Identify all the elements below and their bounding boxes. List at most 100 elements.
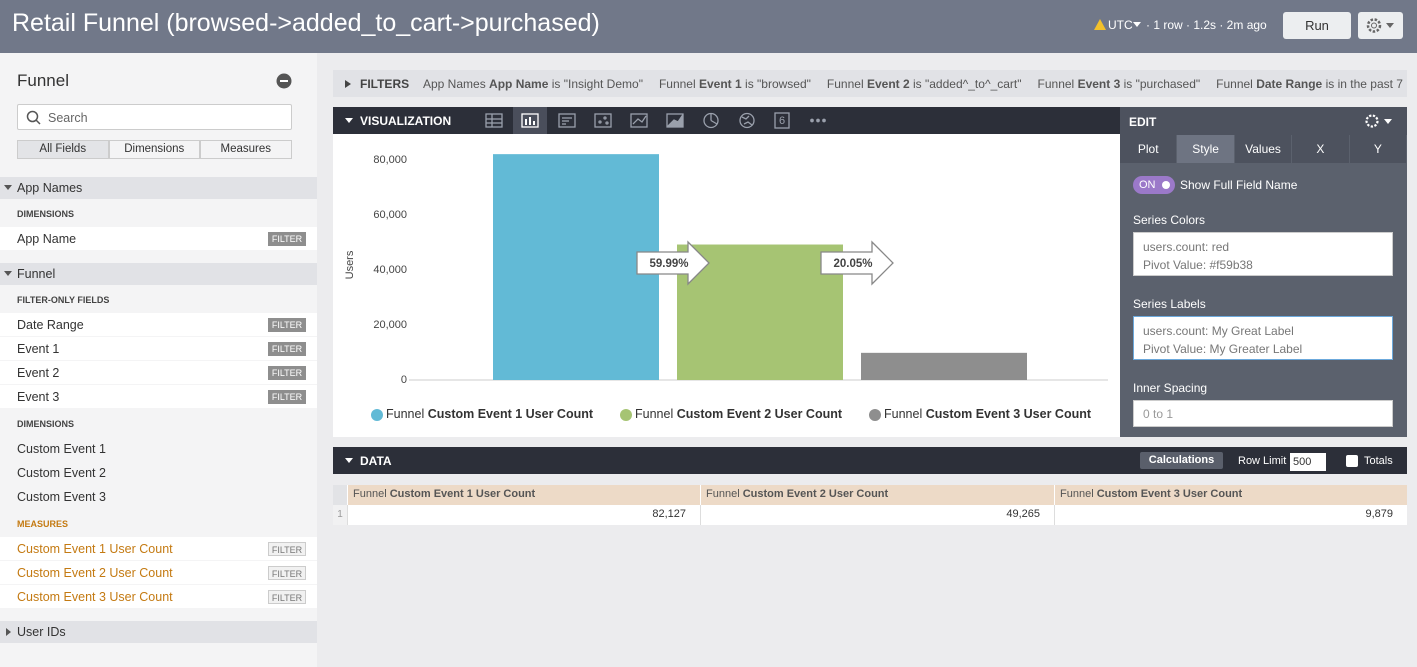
filter-item[interactable]: Funnel Date Range is in the past 7 <box>1216 77 1403 91</box>
filter-field: Event 1 <box>699 77 742 91</box>
edit-tab[interactable]: Y <box>1350 135 1408 163</box>
legend-view: Funnel <box>635 407 673 421</box>
filter-item[interactable]: Funnel Event 1 is "browsed" <box>659 77 811 91</box>
edit-header <box>1120 107 1407 135</box>
y-tick-label: 0 <box>401 374 407 386</box>
column-header[interactable]: Funnel Custom Event 3 User Count <box>1054 485 1407 505</box>
series-labels-input[interactable]: users.count: My Great Label Pivot Value: … <box>1133 316 1393 360</box>
warning-icon <box>1094 19 1106 30</box>
column-name: Custom Event 1 User Count <box>389 488 536 500</box>
filter-button[interactable]: FILTER <box>268 366 306 380</box>
column-view: Funnel <box>353 488 387 500</box>
column-header[interactable]: Funnel Custom Event 1 User Count <box>347 485 700 505</box>
expand-icon[interactable] <box>345 80 351 88</box>
section-heading: MEASURES <box>17 519 69 529</box>
field-row[interactable]: Custom Event 3 User Count FILTER <box>0 585 317 608</box>
filter-button[interactable]: FILTER <box>268 566 306 580</box>
settings-button[interactable] <box>1358 12 1403 39</box>
calculations-button[interactable]: Calculations <box>1140 452 1223 469</box>
edit-tab[interactable]: X <box>1292 135 1350 163</box>
legend-marker <box>620 409 632 421</box>
filter-item[interactable]: Funnel Event 2 is "added^_to^_cart" <box>827 77 1022 91</box>
title: Retail Funnel (browsed->added_to_cart->p… <box>12 9 600 37</box>
filter-item[interactable]: Funnel Event 3 is "purchased" <box>1038 77 1201 91</box>
run-button[interactable]: Run <box>1283 12 1351 39</box>
filter-button[interactable]: FILTER <box>268 390 306 404</box>
field-row[interactable]: Custom Event 1 User Count FILTER <box>0 537 317 560</box>
filter-button[interactable]: FILTER <box>268 590 306 604</box>
filter-button[interactable]: FILTER <box>268 318 306 332</box>
field-label: Custom Event 1 <box>17 442 106 456</box>
filter-condition: is "purchased" <box>1123 77 1201 91</box>
bar <box>861 352 1027 380</box>
field-tab[interactable]: All Fields <box>17 140 109 159</box>
edit-settings[interactable] <box>1363 112 1399 130</box>
field-row[interactable]: Custom Event 1 <box>0 437 317 460</box>
step-arrow <box>636 240 710 286</box>
search-box[interactable]: Search <box>17 104 292 130</box>
column-view: Funnel <box>1060 488 1094 500</box>
toggle-text: ON <box>1139 179 1156 191</box>
group-header[interactable]: App Names <box>0 177 317 199</box>
field-label: Event 3 <box>17 390 60 404</box>
column-header[interactable]: Funnel Custom Event 2 User Count <box>700 485 1054 505</box>
bar <box>493 154 659 380</box>
field-label: Custom Event 2 <box>17 466 106 480</box>
step-label: 20.05% <box>833 258 872 270</box>
series-labels-label: Series Labels <box>1133 297 1206 311</box>
field-row[interactable]: Custom Event 2 <box>0 461 317 484</box>
filter-button[interactable]: FILTER <box>268 342 306 356</box>
collapse-icon[interactable] <box>345 118 353 124</box>
filter-condition: is "browsed" <box>745 77 811 91</box>
field-label: Custom Event 2 User Count <box>17 566 173 580</box>
field-row[interactable]: Date Range FILTER <box>0 313 317 336</box>
field-row[interactable]: Event 3 FILTER <box>0 385 317 408</box>
caret <box>1133 22 1141 27</box>
visualization-label: VISUALIZATION <box>360 114 452 128</box>
header: Retail Funnel (browsed->added_to_cart->p… <box>0 0 1417 53</box>
input-line: users.count: red <box>1143 240 1230 254</box>
step-arrow <box>820 240 894 286</box>
field-row[interactable]: Custom Event 3 <box>0 485 317 508</box>
inner-spacing-input[interactable]: 0 to 1 <box>1133 400 1393 427</box>
series-colors-input[interactable]: users.count: red Pivot Value: #f59b38 <box>1133 232 1393 276</box>
legend-view: Funnel <box>386 407 424 421</box>
toggle[interactable]: ON <box>1133 176 1175 194</box>
edit-tabs: Plot Style Values X Y <box>1120 135 1408 163</box>
legend-marker <box>869 409 881 421</box>
group-header[interactable]: Funnel <box>0 263 317 285</box>
field-row[interactable]: Event 1 FILTER <box>0 337 317 360</box>
filter-button[interactable]: FILTER <box>268 542 306 556</box>
timezone[interactable]: UTC <box>1108 18 1133 32</box>
column-view: Funnel <box>706 488 740 500</box>
sidebar: Funnel Search All Fields Dimensions Measur… <box>0 53 317 667</box>
filter-view: Funnel <box>1037 77 1075 91</box>
totals-checkbox[interactable] <box>1346 455 1358 467</box>
filter-button[interactable]: FILTER <box>268 232 306 246</box>
collapse-icon[interactable] <box>345 458 353 464</box>
group-header[interactable]: User IDs <box>0 621 317 643</box>
filter-item[interactable]: App Names App Name is "Insight Demo" <box>423 77 643 91</box>
row-limit-input[interactable]: 500 <box>1290 453 1326 471</box>
field-row[interactable]: Custom Event 2 User Count FILTER <box>0 561 317 584</box>
row-limit-label: Row Limit <box>1238 455 1287 467</box>
data-bar: DATA Calculations Row Limit 500 Totals <box>333 447 1407 474</box>
edit-tab[interactable]: Style <box>1177 135 1235 163</box>
field-row[interactable]: Event 2 FILTER <box>0 361 317 384</box>
collapse-button[interactable] <box>276 73 292 89</box>
field-row[interactable]: App Name FILTER <box>0 227 317 250</box>
row-number-header <box>333 485 347 505</box>
edit-tab[interactable]: Values <box>1235 135 1293 163</box>
column-name: Custom Event 2 User Count <box>742 488 889 500</box>
legend-name: Custom Event 1 User Count <box>428 407 594 421</box>
y-tick-label: 20,000 <box>373 319 407 331</box>
field-tab[interactable]: Dimensions <box>108 140 200 159</box>
field-label: Event 2 <box>17 366 60 380</box>
table-cell: 82,127 <box>347 505 700 525</box>
filter-condition: is "Insight Demo" <box>551 77 643 91</box>
section-heading: DIMENSIONS <box>17 209 75 219</box>
edit-tab[interactable]: Plot <box>1120 135 1178 163</box>
field-tab[interactable]: Measures <box>200 140 292 159</box>
single-value-icon[interactable]: 6 <box>779 115 785 127</box>
